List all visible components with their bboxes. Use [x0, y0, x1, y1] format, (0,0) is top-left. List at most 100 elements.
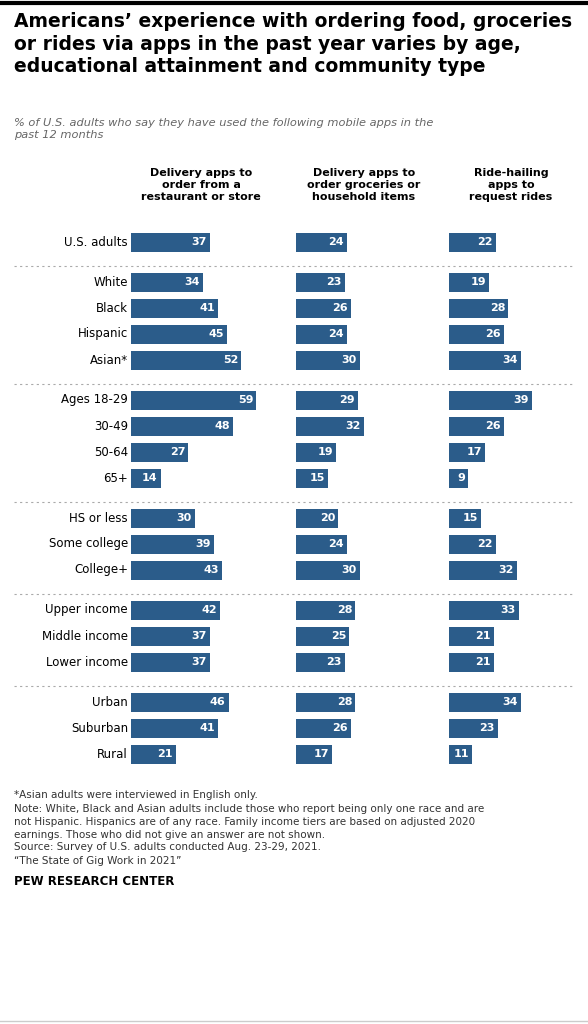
Text: Suburban: Suburban: [71, 722, 128, 734]
Text: 65+: 65+: [103, 471, 128, 484]
Bar: [131, 299, 218, 317]
Text: 26: 26: [486, 421, 501, 431]
Text: 22: 22: [477, 539, 493, 549]
Text: 28: 28: [337, 605, 352, 615]
Text: 21: 21: [475, 657, 490, 667]
Bar: [296, 417, 364, 435]
Text: 15: 15: [309, 473, 325, 483]
Text: Rural: Rural: [97, 748, 128, 761]
Text: 37: 37: [191, 631, 206, 641]
Text: 23: 23: [326, 657, 342, 667]
Text: Americans’ experience with ordering food, groceries
or rides via apps in the pas: Americans’ experience with ordering food…: [14, 12, 572, 77]
Bar: [131, 652, 209, 672]
Bar: [131, 442, 188, 462]
Bar: [296, 509, 339, 527]
Text: 46: 46: [210, 697, 226, 707]
Text: 41: 41: [199, 303, 215, 313]
Text: 17: 17: [467, 447, 482, 457]
Text: HS or less: HS or less: [69, 512, 128, 524]
Text: 9: 9: [457, 473, 465, 483]
Text: 30-49: 30-49: [94, 420, 128, 432]
Bar: [131, 469, 161, 487]
Text: 42: 42: [202, 605, 217, 615]
Text: 37: 37: [191, 657, 206, 667]
Text: Delivery apps to
order groceries or
household items: Delivery apps to order groceries or hous…: [308, 168, 420, 202]
Text: 48: 48: [214, 421, 230, 431]
Text: College+: College+: [74, 563, 128, 577]
Bar: [296, 350, 360, 370]
Text: 52: 52: [223, 355, 238, 365]
Bar: [296, 652, 345, 672]
Bar: [449, 417, 504, 435]
Text: % of U.S. adults who say they have used the following mobile apps in the
past 12: % of U.S. adults who say they have used …: [14, 118, 433, 140]
Bar: [449, 299, 509, 317]
Bar: [449, 600, 519, 620]
Text: 26: 26: [333, 303, 348, 313]
Bar: [296, 535, 347, 554]
Bar: [449, 272, 489, 292]
Bar: [131, 272, 203, 292]
Text: PEW RESEARCH CENTER: PEW RESEARCH CENTER: [14, 874, 175, 888]
Bar: [296, 600, 356, 620]
Text: Urban: Urban: [92, 695, 128, 709]
Text: 23: 23: [326, 278, 342, 287]
Text: 43: 43: [204, 565, 219, 575]
Bar: [296, 325, 347, 343]
Text: 33: 33: [501, 605, 516, 615]
Text: 30: 30: [342, 565, 357, 575]
Text: Middle income: Middle income: [42, 630, 128, 642]
Bar: [449, 652, 493, 672]
Bar: [296, 390, 358, 410]
Bar: [449, 390, 532, 410]
Bar: [449, 325, 504, 343]
Bar: [296, 719, 351, 737]
Text: Asian*: Asian*: [90, 353, 128, 367]
Text: Source: Survey of U.S. adults conducted Aug. 23-29, 2021.: Source: Survey of U.S. adults conducted …: [14, 842, 321, 852]
Bar: [449, 719, 498, 737]
Bar: [131, 232, 209, 252]
Text: 20: 20: [320, 513, 336, 523]
Text: 26: 26: [333, 723, 348, 733]
Bar: [449, 535, 496, 554]
Bar: [131, 390, 256, 410]
Bar: [131, 560, 222, 580]
Text: 28: 28: [490, 303, 506, 313]
Bar: [296, 744, 332, 764]
Text: 22: 22: [477, 237, 493, 247]
Bar: [131, 350, 242, 370]
Text: 14: 14: [142, 473, 158, 483]
Bar: [131, 417, 233, 435]
Bar: [131, 692, 229, 712]
Text: Upper income: Upper income: [45, 603, 128, 616]
Bar: [296, 442, 336, 462]
Bar: [449, 509, 481, 527]
Text: 25: 25: [330, 631, 346, 641]
Text: 39: 39: [195, 539, 211, 549]
Bar: [131, 627, 209, 645]
Text: 45: 45: [208, 329, 223, 339]
Text: 32: 32: [346, 421, 361, 431]
Bar: [296, 299, 351, 317]
Text: 34: 34: [503, 697, 518, 707]
Text: 28: 28: [337, 697, 352, 707]
Text: 23: 23: [479, 723, 495, 733]
Text: Ages 18-29: Ages 18-29: [61, 393, 128, 407]
Text: Black: Black: [96, 301, 128, 314]
Bar: [296, 272, 345, 292]
Bar: [131, 719, 218, 737]
Text: White: White: [93, 275, 128, 289]
Text: 34: 34: [503, 355, 518, 365]
Text: 34: 34: [185, 278, 200, 287]
Bar: [449, 232, 496, 252]
Text: 15: 15: [463, 513, 478, 523]
Text: 26: 26: [486, 329, 501, 339]
Bar: [449, 442, 485, 462]
Text: 30: 30: [342, 355, 357, 365]
Text: Ride-hailing
apps to
request rides: Ride-hailing apps to request rides: [469, 168, 553, 202]
Bar: [296, 627, 349, 645]
Bar: [449, 469, 468, 487]
Text: 37: 37: [191, 237, 206, 247]
Bar: [131, 325, 226, 343]
Bar: [449, 560, 517, 580]
Text: 21: 21: [157, 749, 173, 759]
